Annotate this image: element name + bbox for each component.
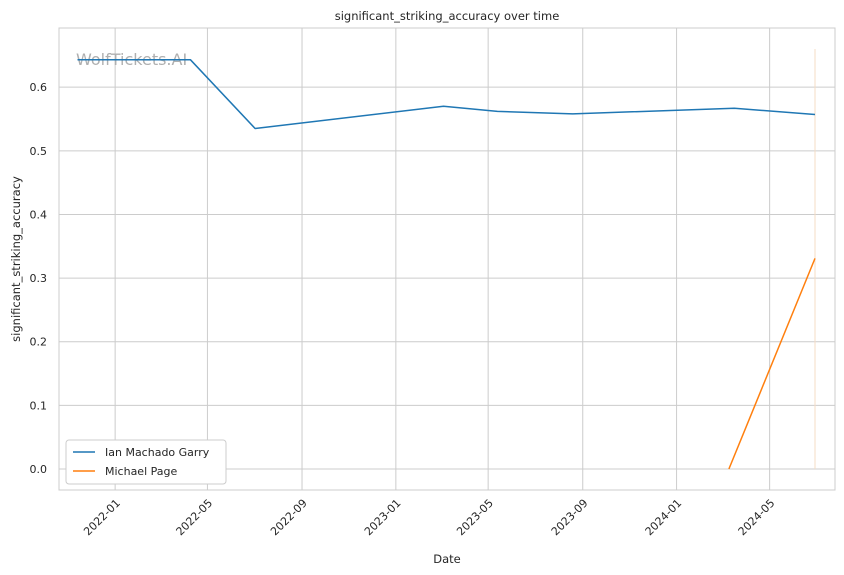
legend: Ian Machado Garry Michael Page <box>65 439 227 485</box>
y-tick-label: 0.6 <box>30 81 48 94</box>
y-tick-label: 0.1 <box>30 399 48 412</box>
y-axis-label: significant_striking_accuracy <box>9 176 23 342</box>
legend-label-ian-machado-garry: Ian Machado Garry <box>105 446 210 459</box>
x-tick-label: 2024-01 <box>643 497 685 539</box>
legend-label-michael-page: Michael Page <box>105 465 177 478</box>
x-axis-label: Date <box>433 552 461 566</box>
y-tick-label: 0.5 <box>30 145 48 158</box>
x-tick-label: 2023-09 <box>549 497 591 539</box>
x-tick-label: 2024-05 <box>736 497 778 539</box>
series-line-ian-machado-garry <box>77 59 816 130</box>
y-tick-label: 0.3 <box>30 272 48 285</box>
series-line-michael-page <box>728 258 816 470</box>
x-tick-label: 2023-05 <box>454 497 496 539</box>
y-tick-label: 0.2 <box>30 336 48 349</box>
x-tick-label: 2022-01 <box>81 497 123 539</box>
series-layer <box>77 49 816 470</box>
chart-title: significant_striking_accuracy over time <box>335 9 560 23</box>
legend-box <box>65 439 227 485</box>
x-tick-label: 2023-01 <box>362 497 404 539</box>
grid-layer <box>59 28 835 490</box>
x-tick-label: 2022-09 <box>268 497 310 539</box>
y-tick-label: 0.0 <box>30 463 48 476</box>
x-tick-label: 2022-05 <box>174 497 216 539</box>
y-tick-label: 0.4 <box>30 208 48 221</box>
plot-frame <box>58 27 836 491</box>
